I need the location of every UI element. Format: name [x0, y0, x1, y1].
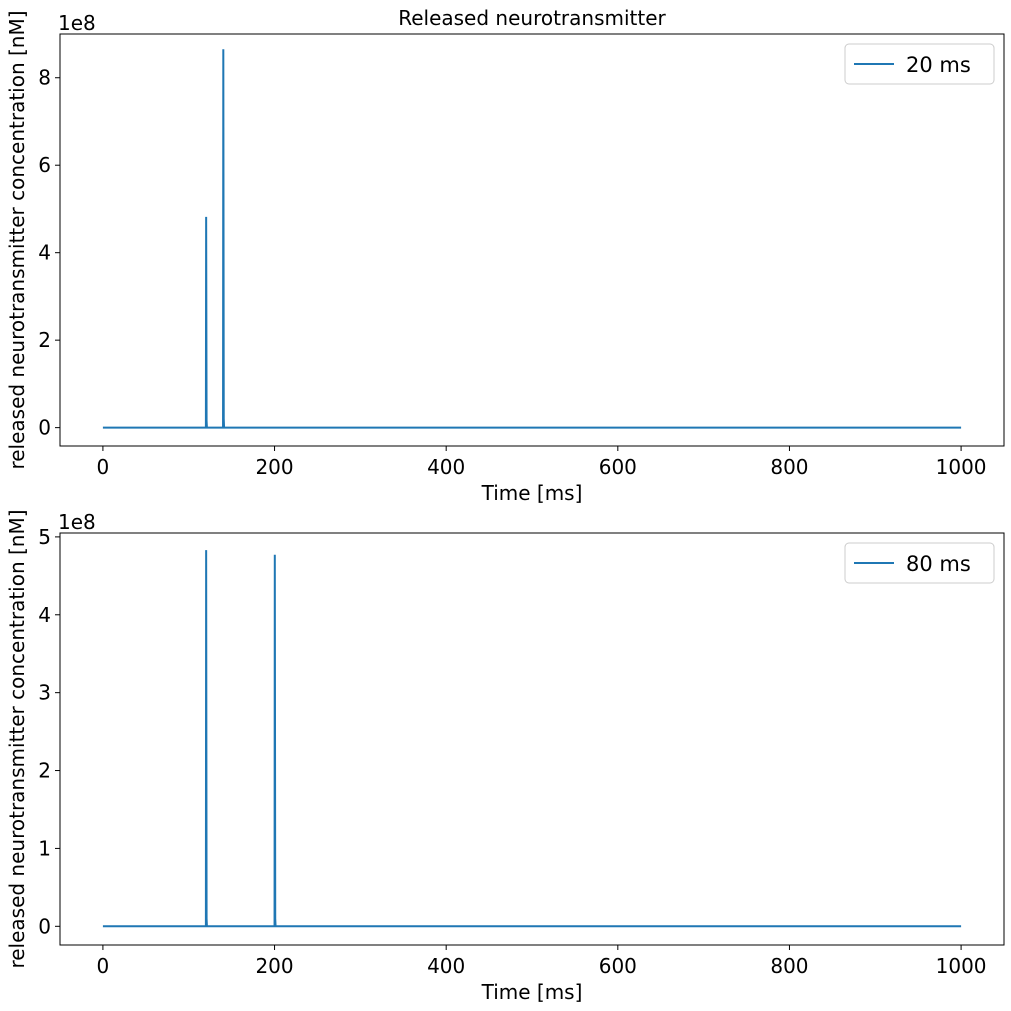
x-tick-label: 200	[255, 954, 293, 978]
x-tick-label: 0	[97, 455, 110, 479]
series-line	[102, 550, 962, 928]
legend-box	[844, 43, 995, 85]
x-tick-label: 1000	[936, 954, 987, 978]
series-line	[102, 49, 962, 429]
chart-panel-2: 0 200 400 600 800 1000 0 1 2 3 4 5 1e8 Time [ms] relea…	[5, 509, 1005, 1004]
legend-label: 80 ms	[906, 552, 971, 576]
y-offset-text: 1e8	[58, 510, 96, 534]
legend-label: 20 ms	[906, 53, 971, 77]
y-tick-label: 0	[38, 416, 51, 440]
x-tick-label: 400	[427, 455, 465, 479]
chart-panel-1: Released neurotransmitter 0 200 400 600 800 10…	[5, 6, 1005, 505]
y-tick-label: 1	[38, 836, 51, 860]
x-tick-label: 600	[599, 455, 637, 479]
x-tick-label: 200	[255, 455, 293, 479]
x-tick-label: 400	[427, 954, 465, 978]
x-tick-label: 0	[97, 954, 110, 978]
x-axis-label: Time [ms]	[481, 481, 583, 505]
y-tick-label: 3	[38, 681, 51, 705]
y-axis-label: released neurotransmitter concentration …	[5, 10, 29, 469]
x-tick-label: 800	[770, 455, 808, 479]
x-tick-label: 600	[599, 954, 637, 978]
y-tick-label: 4	[38, 241, 51, 265]
plot-frame	[59, 33, 1005, 447]
y-tick-label: 0	[38, 914, 51, 938]
x-axis-label: Time [ms]	[481, 980, 583, 1004]
y-tick-label: 5	[38, 525, 51, 549]
y-tick-label: 2	[38, 328, 51, 352]
legend-box	[844, 542, 995, 584]
chart-title: Released neurotransmitter	[398, 6, 666, 30]
plot-frame	[59, 532, 1005, 946]
y-axis-label: released neurotransmitter concentration …	[5, 509, 29, 968]
y-tick-label: 6	[38, 153, 51, 177]
x-tick-label: 800	[770, 954, 808, 978]
y-tick-label: 4	[38, 603, 51, 627]
y-tick-label: 2	[38, 759, 51, 783]
x-tick-label: 1000	[936, 455, 987, 479]
y-tick-label: 8	[38, 66, 51, 90]
y-offset-text: 1e8	[58, 11, 96, 35]
